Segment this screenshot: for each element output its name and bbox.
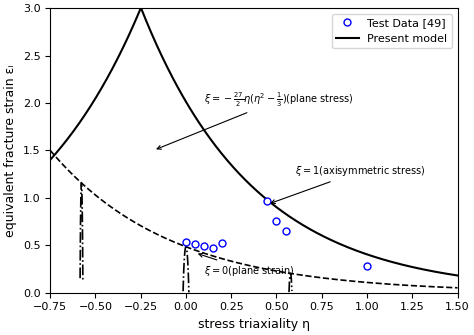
Present model xyxy=(260,194,266,198)
Y-axis label: equivalent fracture strain εᵢ: equivalent fracture strain εᵢ xyxy=(4,64,17,237)
Test Data [49] xyxy=(364,264,370,268)
Text: $\xi = 0$(plane strain): $\xi = 0$(plane strain) xyxy=(199,253,294,278)
Text: $\xi = 1$(axisymmetric stress): $\xi = 1$(axisymmetric stress) xyxy=(271,164,425,204)
Present model xyxy=(138,5,144,9)
Test Data [49] xyxy=(201,244,207,248)
Line: Test Data [49]: Test Data [49] xyxy=(182,197,371,269)
Test Data [49] xyxy=(192,242,198,246)
Test Data [49] xyxy=(283,229,288,233)
Test Data [49] xyxy=(273,219,279,223)
Line: Present model: Present model xyxy=(141,7,457,275)
Present model xyxy=(183,99,189,104)
Present model xyxy=(240,176,246,180)
Legend: Test Data [49], Present model: Test Data [49], Present model xyxy=(332,14,452,48)
Test Data [49] xyxy=(210,246,216,250)
Test Data [49] xyxy=(183,240,189,244)
Test Data [49] xyxy=(219,241,225,245)
Present model xyxy=(455,273,460,277)
X-axis label: stress triaxiality η: stress triaxiality η xyxy=(198,318,310,331)
Present model xyxy=(182,97,187,101)
Present model xyxy=(187,106,192,110)
Text: $\xi = -\frac{27}{2}\eta(\eta^2 - \frac{1}{3})$(plane stress): $\xi = -\frac{27}{2}\eta(\eta^2 - \frac{… xyxy=(157,91,354,149)
Test Data [49] xyxy=(264,199,270,203)
Present model xyxy=(421,267,427,271)
